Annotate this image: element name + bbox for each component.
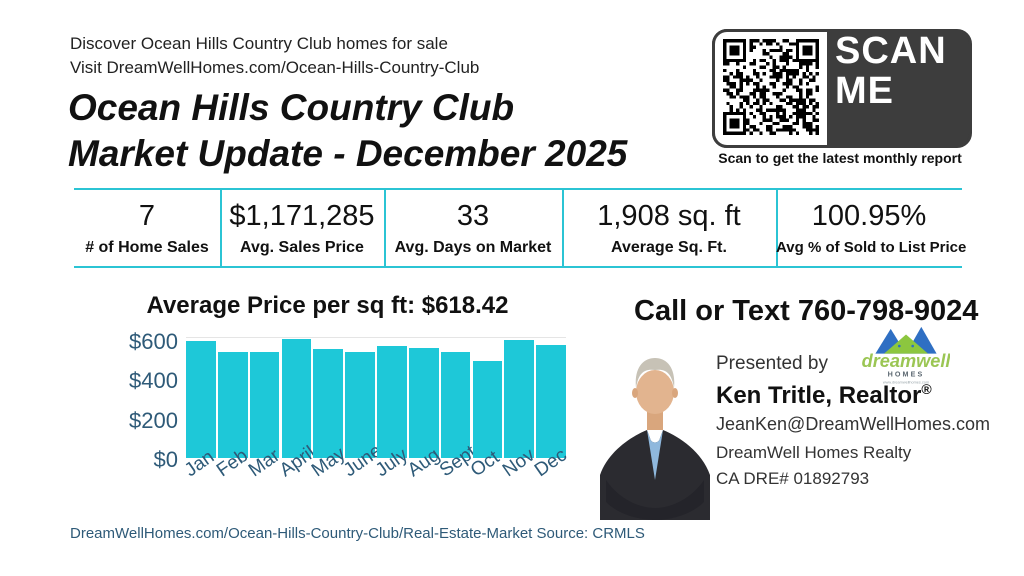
svg-text:dreamwell: dreamwell <box>862 351 950 371</box>
svg-text:HOMES: HOMES <box>888 371 925 379</box>
